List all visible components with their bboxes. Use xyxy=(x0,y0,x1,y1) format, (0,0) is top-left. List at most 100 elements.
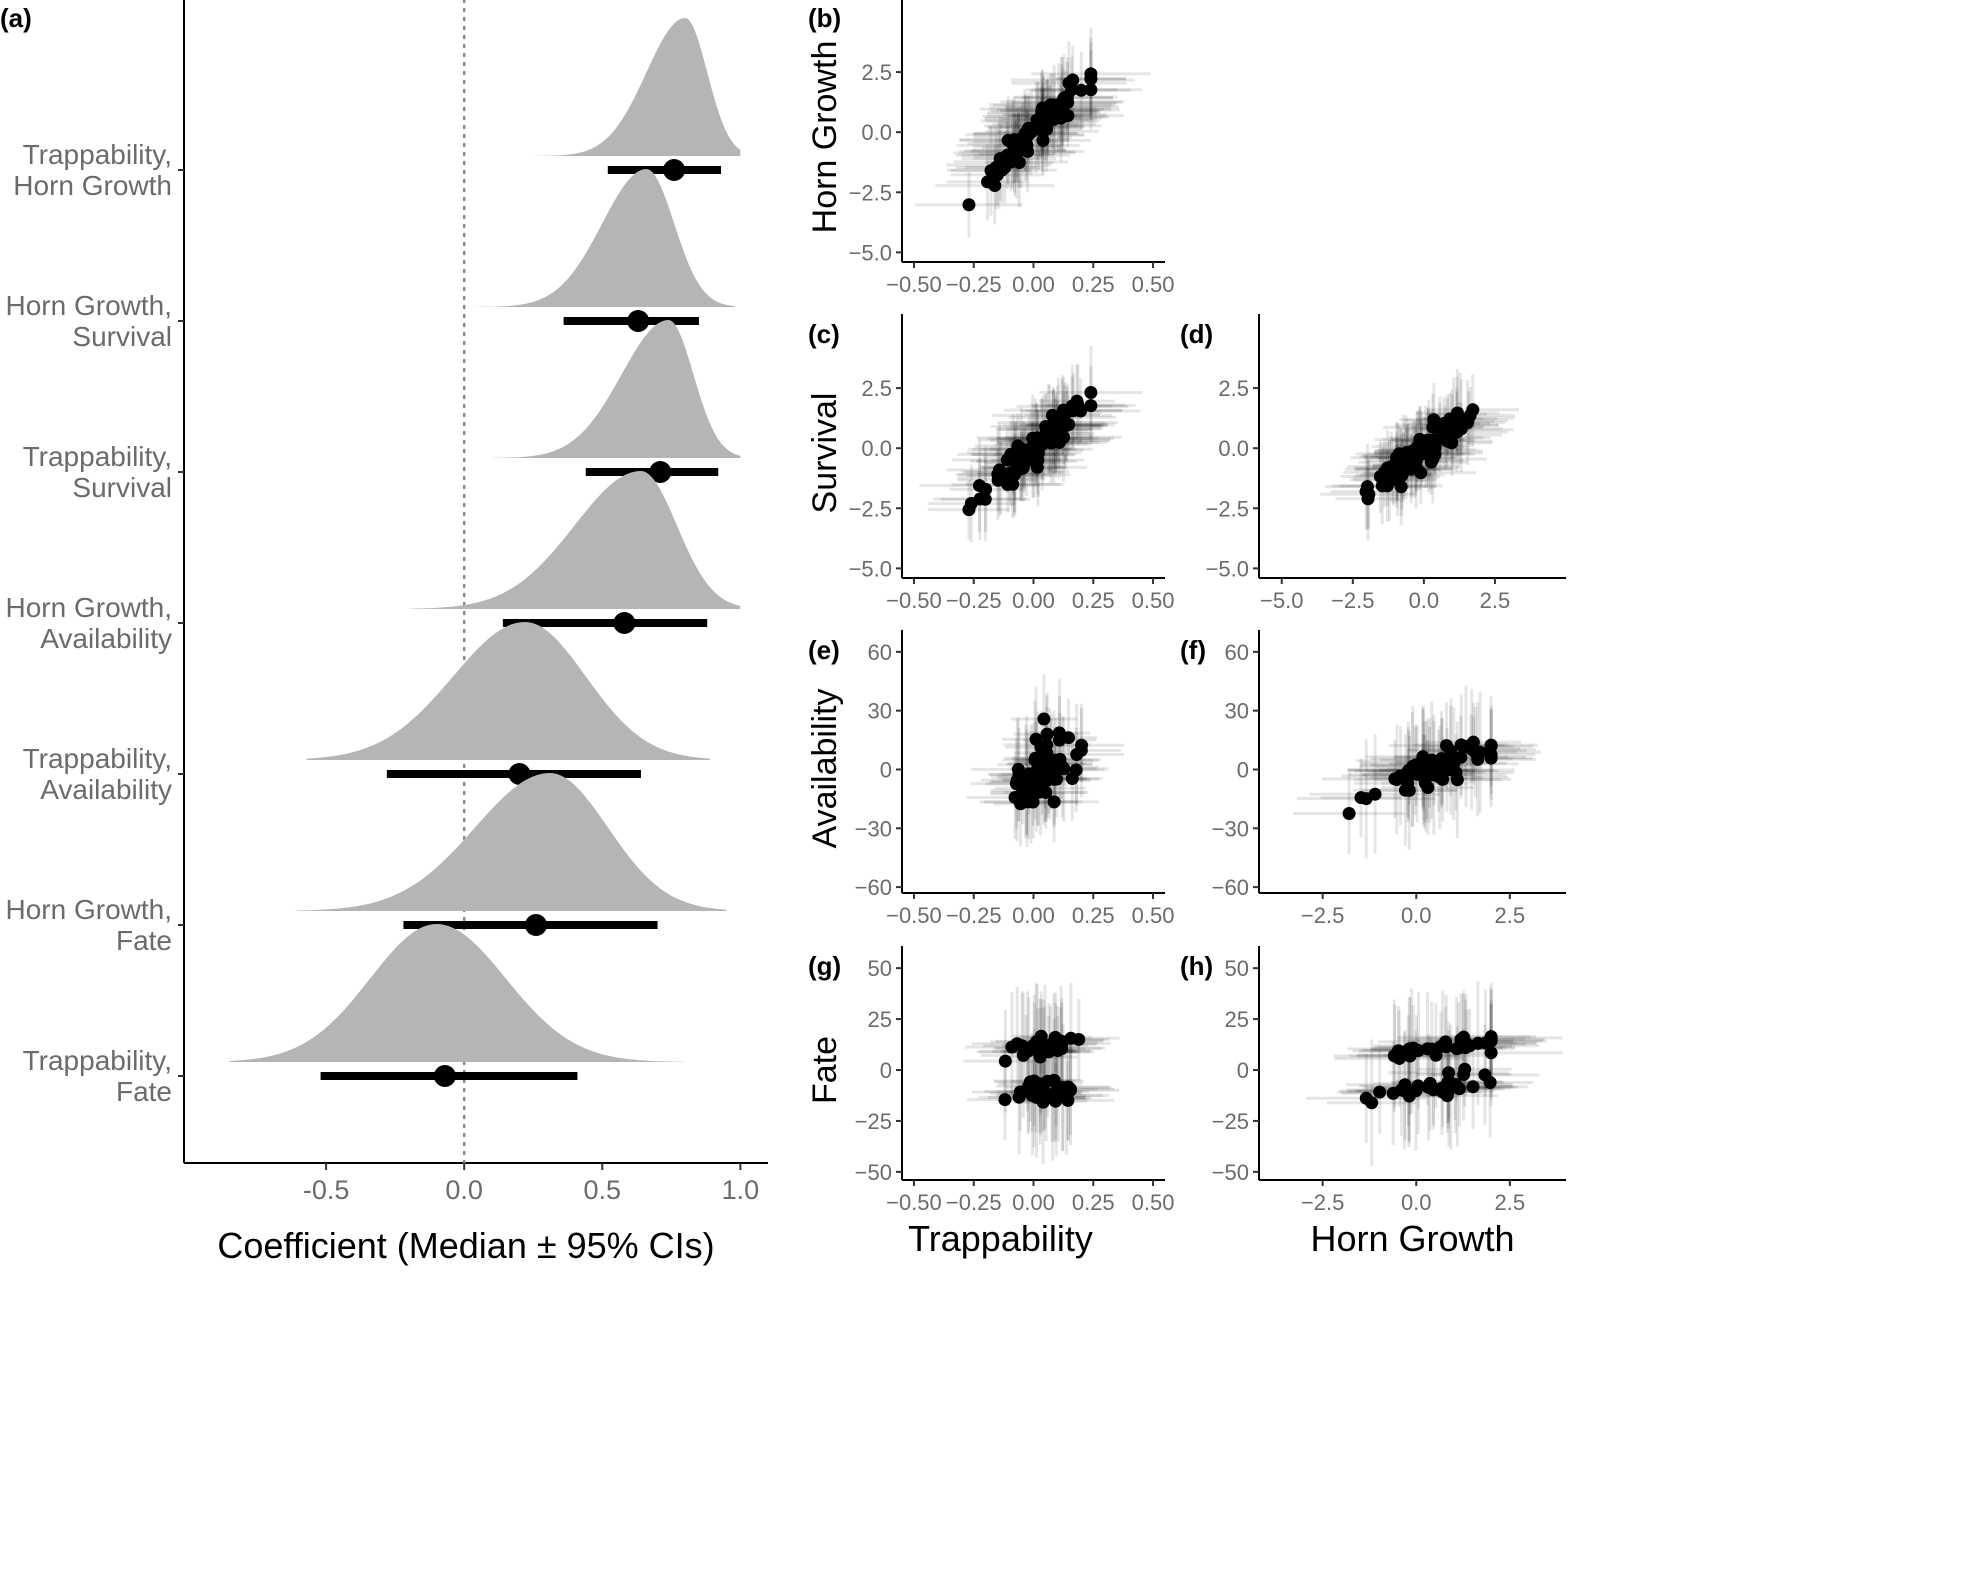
data-point-69 xyxy=(1458,1062,1472,1076)
panel-h: (h) −2.5 0.0 2.5 −50 −25 0 25 50 Horn Growth xyxy=(1180,946,1566,1259)
data-point-57 xyxy=(1026,767,1040,781)
density-4 xyxy=(306,622,710,760)
x-axis-title: Coefficient (Median ± 95% CIs) xyxy=(217,1225,714,1266)
data-point-51 xyxy=(1440,739,1454,753)
y-tick-label-b-1: −2.5 xyxy=(849,180,892,205)
density-5 xyxy=(295,773,727,911)
y-tick-label-d-1: −2.5 xyxy=(1206,496,1249,521)
row-label-1-1: Survival xyxy=(72,321,172,352)
median-point-2 xyxy=(649,461,672,483)
data-point-79 xyxy=(991,467,1005,481)
panel-label-g: (g) xyxy=(808,951,841,981)
row-label-5-1: Fate xyxy=(116,925,172,956)
x-tick-label-c-1: −0.25 xyxy=(946,588,1002,613)
data-point-85 xyxy=(1043,434,1057,448)
row-label-5-0: Horn Growth, xyxy=(6,894,173,925)
data-point-39 xyxy=(1084,386,1098,400)
data-point-57 xyxy=(1084,83,1098,97)
data-point-38 xyxy=(1040,727,1054,741)
data-point-29 xyxy=(1418,776,1432,790)
data-point-88 xyxy=(1030,433,1044,447)
data-point-65 xyxy=(1435,1081,1449,1095)
data-point-81 xyxy=(1454,419,1468,433)
data-point-79 xyxy=(1021,128,1035,142)
data-point-23 xyxy=(998,1093,1012,1107)
data-point-49 xyxy=(1053,752,1067,766)
data-point-80 xyxy=(1394,480,1408,494)
data-point-46 xyxy=(1393,769,1407,783)
data-point-66 xyxy=(1409,460,1423,474)
panel-label-h: (h) xyxy=(1180,951,1213,981)
y-tick-label-g-0: −50 xyxy=(855,1160,892,1185)
error-bars-g xyxy=(963,982,1120,1165)
y-tick-label-e-1: −30 xyxy=(855,816,892,841)
x-tick-label-e-4: 0.50 xyxy=(1132,903,1175,928)
data-point-80 xyxy=(1019,454,1033,468)
x-tick-label-b-0: −0.50 xyxy=(886,272,942,297)
y-tick-label-f-4: 60 xyxy=(1225,640,1249,665)
data-point-39 xyxy=(1467,744,1481,758)
y-axis-title-g: Fate xyxy=(806,1036,844,1104)
y-tick-label-h-4: 50 xyxy=(1225,956,1249,981)
y-tick-label-g-2: 0 xyxy=(880,1058,892,1083)
x-tick-label-e-1: −0.25 xyxy=(946,903,1002,928)
density-0 xyxy=(533,18,741,156)
y-tick-label-d-0: −5.0 xyxy=(1206,556,1249,581)
x-tick-label-g-2: 0.00 xyxy=(1012,1190,1055,1215)
x-tick-label-d-1: −2.5 xyxy=(1331,588,1374,613)
data-point-81 xyxy=(1004,155,1018,169)
y-tick-label-f-1: −30 xyxy=(1212,816,1249,841)
data-point-67 xyxy=(1036,1095,1050,1109)
data-point-51 xyxy=(1478,1068,1492,1082)
points-d xyxy=(1359,403,1480,506)
data-point-88 xyxy=(1380,479,1394,493)
median-point-4 xyxy=(508,763,531,785)
points-f xyxy=(1342,735,1498,820)
x-tick-label-g-0: −0.50 xyxy=(886,1190,942,1215)
data-point-56 xyxy=(1015,1039,1029,1053)
row-0: Trappability,Horn Growth xyxy=(13,18,741,201)
data-point-28 xyxy=(1075,738,1089,752)
row-label-6-1: Fate xyxy=(116,1076,172,1107)
data-point-31 xyxy=(1373,1085,1387,1099)
data-point-57 xyxy=(973,492,987,506)
data-point-17 xyxy=(1084,399,1098,413)
data-point-51 xyxy=(1037,712,1051,726)
data-point-66 xyxy=(1406,1041,1420,1055)
data-point-39 xyxy=(1466,1080,1480,1094)
data-point-4 xyxy=(1342,806,1356,820)
x-tick-label-f-0: −2.5 xyxy=(1301,903,1344,928)
row-label-4-0: Trappability, xyxy=(23,743,172,774)
data-point-28 xyxy=(998,1054,1012,1068)
y-tick-label-b-2: 0.0 xyxy=(861,120,892,145)
row-1: Horn Growth,Survival xyxy=(6,169,735,352)
x-tick-label-g-4: 0.50 xyxy=(1132,1190,1175,1215)
row-6: Trappability,Fate xyxy=(23,924,686,1107)
data-point-51 xyxy=(1023,1075,1037,1089)
y-tick-label-g-3: 25 xyxy=(868,1007,892,1032)
data-point-82 xyxy=(984,164,998,178)
panel-label-c: (c) xyxy=(808,319,840,349)
x-tick-label-e-0: −0.50 xyxy=(886,903,942,928)
data-point-64 xyxy=(1484,1046,1498,1060)
row-5: Horn Growth,Fate xyxy=(6,773,727,956)
row-label-3-1: Availability xyxy=(40,623,172,654)
x-tick-label-f-1: 0.0 xyxy=(1401,903,1432,928)
data-point-89 xyxy=(1413,443,1427,457)
data-point-87 xyxy=(1428,440,1442,454)
row-3: Horn Growth,Availability xyxy=(6,471,741,654)
data-point-68 xyxy=(1016,1048,1030,1062)
y-axis-title-b: Horn Growth xyxy=(806,41,844,234)
data-point-83 xyxy=(1056,103,1070,117)
x-tick-label-h-1: 0.0 xyxy=(1401,1190,1432,1215)
x-tick-label-b-2: 0.00 xyxy=(1012,272,1055,297)
data-point-82 xyxy=(1401,447,1415,461)
data-point-52 xyxy=(1449,766,1463,780)
data-point-86 xyxy=(995,163,1009,177)
density-2 xyxy=(491,320,741,458)
data-point-68 xyxy=(1484,1033,1498,1047)
data-point-42 xyxy=(1427,413,1441,427)
data-point-59 xyxy=(1484,738,1498,752)
points-h xyxy=(1359,1030,1498,1110)
row-label-6-0: Trappability, xyxy=(23,1045,172,1076)
